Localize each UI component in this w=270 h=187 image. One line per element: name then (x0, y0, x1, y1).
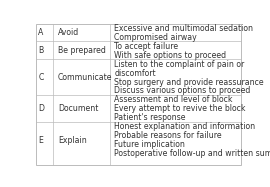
Text: Be prepared: Be prepared (58, 46, 106, 55)
Text: discomfort: discomfort (114, 69, 156, 78)
Text: Every attempt to revive the block: Every attempt to revive the block (114, 104, 246, 113)
Text: To accept failure: To accept failure (114, 42, 178, 51)
Text: Patient's response: Patient's response (114, 113, 186, 122)
Text: Avoid: Avoid (58, 28, 79, 37)
Text: Stop surgery and provide reassurance: Stop surgery and provide reassurance (114, 78, 264, 87)
Text: Compromised airway: Compromised airway (114, 33, 197, 42)
Text: Postoperative follow-up and written summary: Postoperative follow-up and written summ… (114, 149, 270, 158)
Text: E: E (38, 136, 43, 145)
Text: A: A (38, 28, 43, 37)
Text: Excessive and multimodal sedation: Excessive and multimodal sedation (114, 24, 253, 33)
Text: B: B (38, 46, 43, 55)
Text: Probable reasons for failure: Probable reasons for failure (114, 131, 222, 140)
Text: C: C (38, 73, 44, 82)
Text: Communicate: Communicate (58, 73, 112, 82)
Text: With safe options to proceed: With safe options to proceed (114, 51, 227, 60)
Text: Explain: Explain (58, 136, 87, 145)
Text: Listen to the complaint of pain or: Listen to the complaint of pain or (114, 60, 245, 69)
Text: Future implication: Future implication (114, 140, 185, 149)
Text: Discuss various options to proceed: Discuss various options to proceed (114, 86, 251, 96)
Text: Document: Document (58, 104, 98, 113)
Text: D: D (38, 104, 44, 113)
Text: Honest explanation and information: Honest explanation and information (114, 122, 255, 131)
Text: Assessment and level of block: Assessment and level of block (114, 95, 233, 104)
